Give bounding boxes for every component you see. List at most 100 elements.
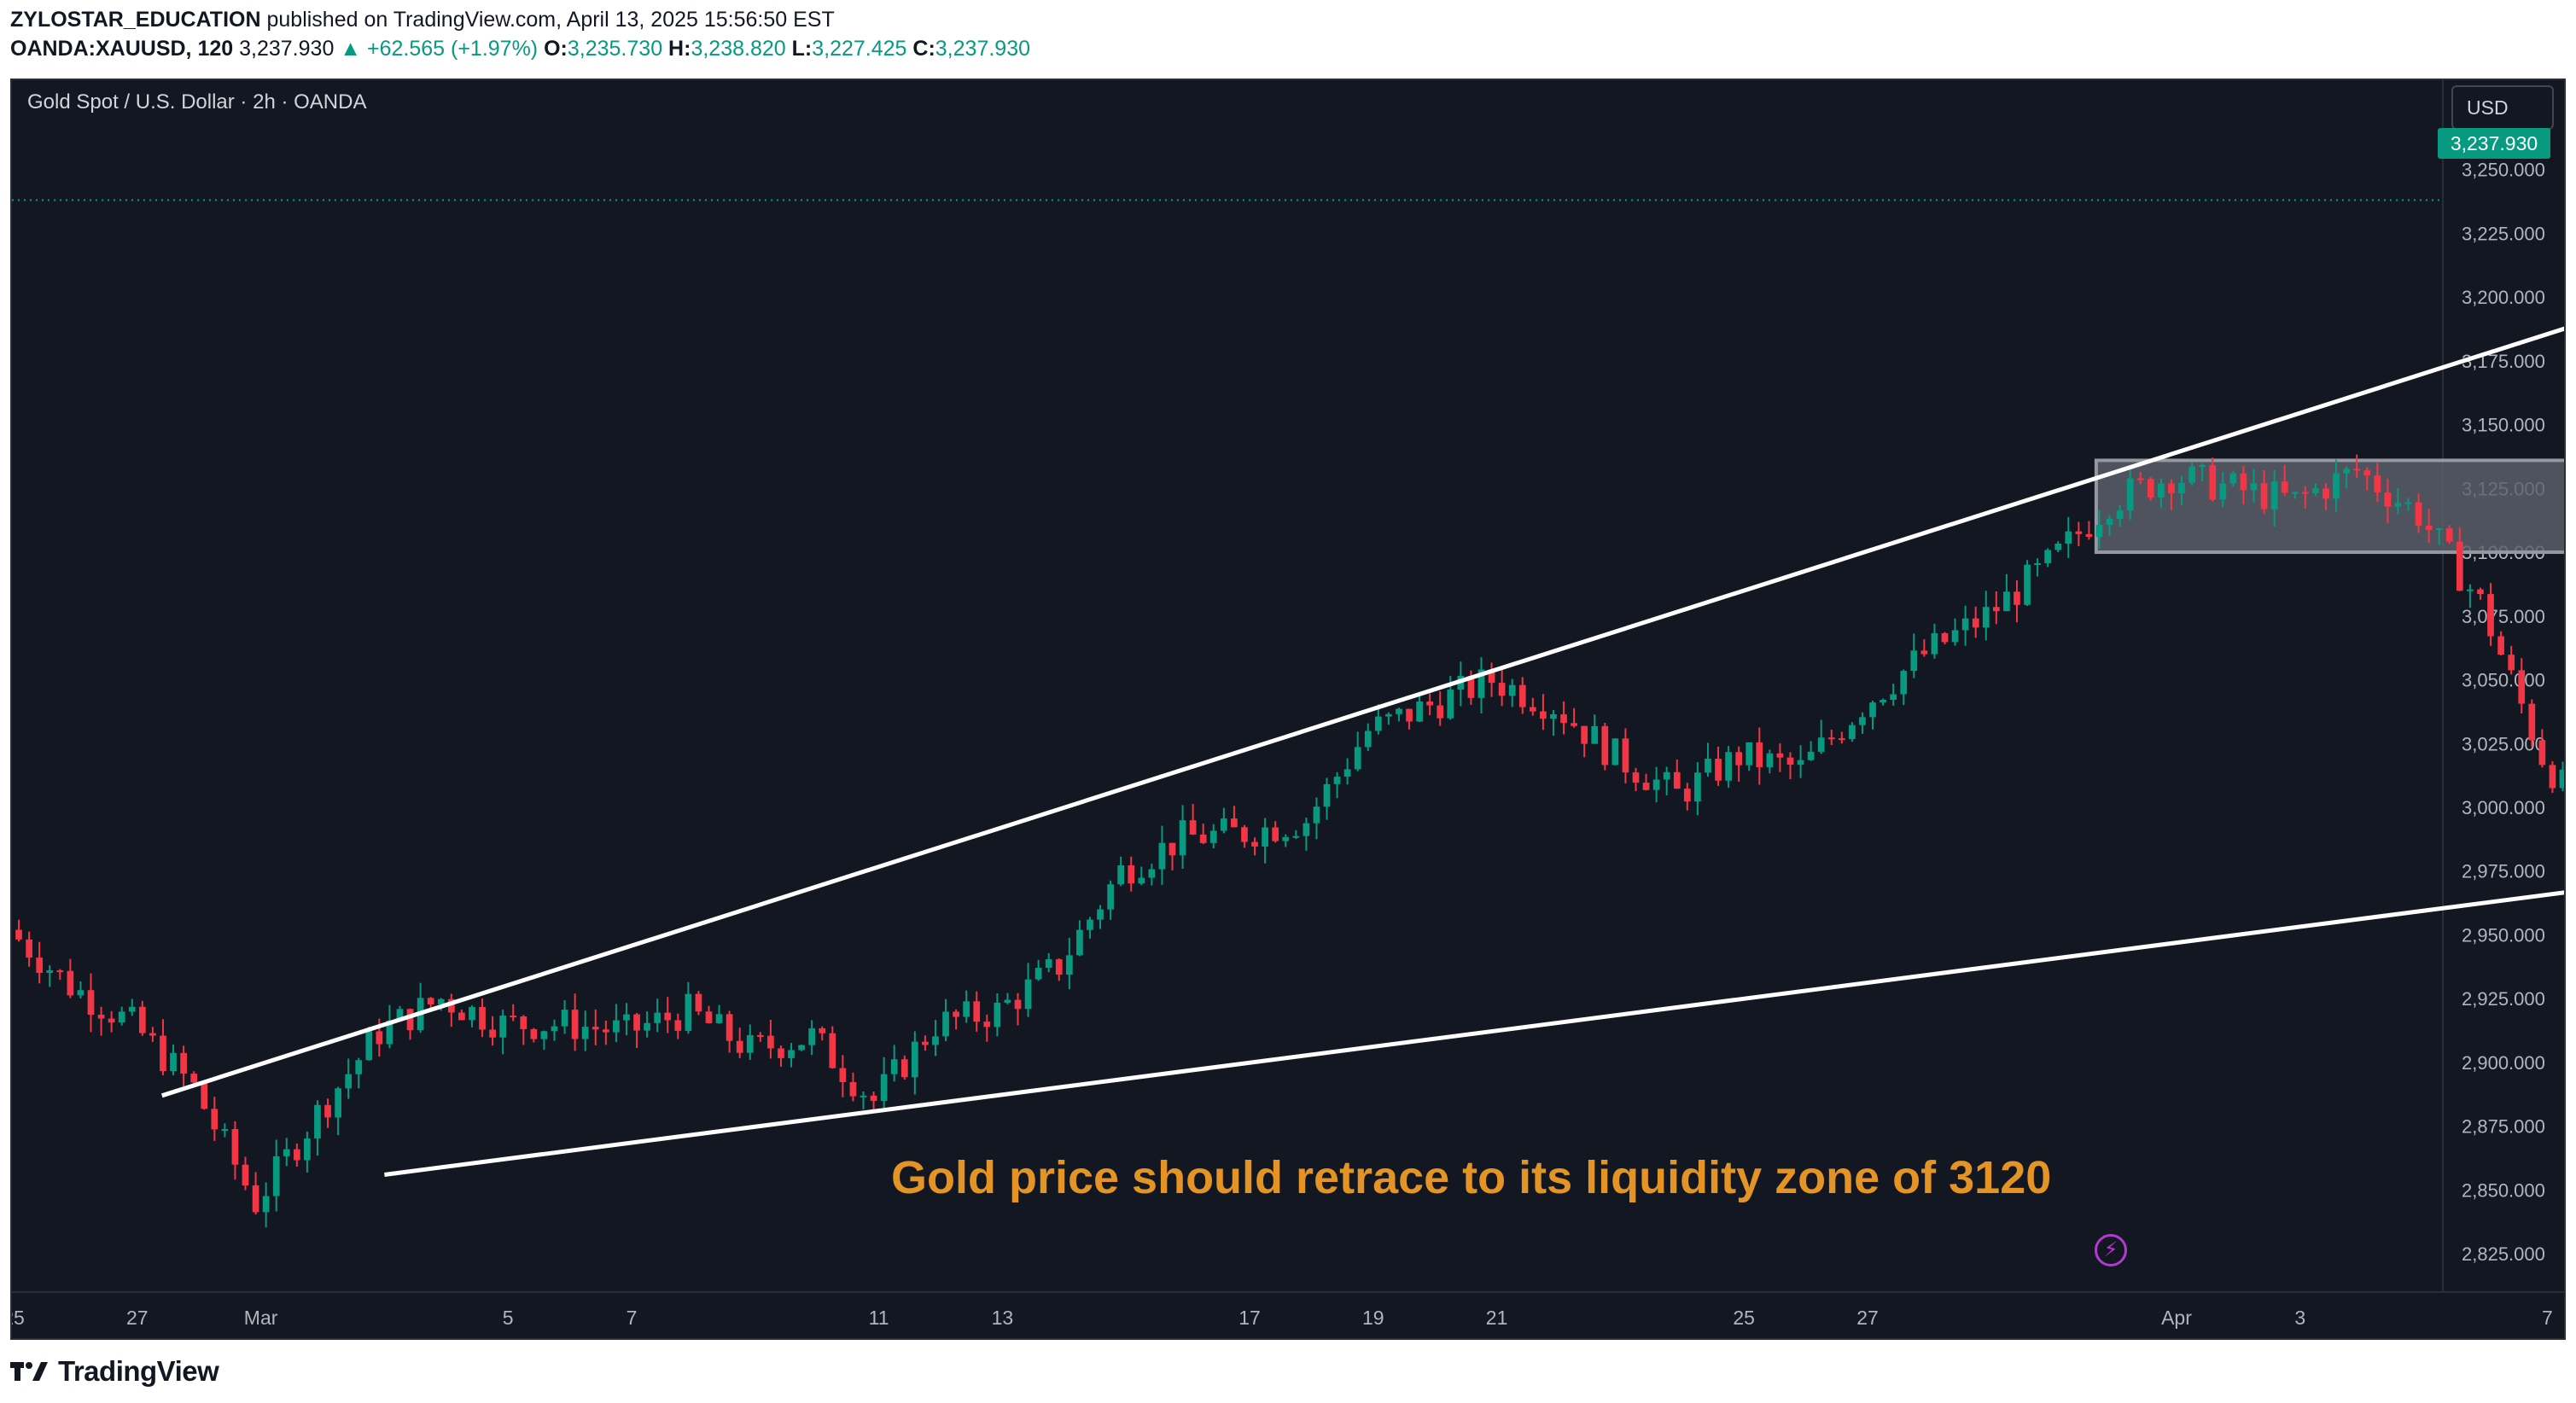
candle-body [1581,725,1588,744]
candle-body [2456,541,2463,591]
candle-body [2445,528,2453,542]
candle-body [2209,465,2217,500]
candle-body [252,1185,259,1213]
publish-info: ZYLOSTAR_EDUCATION published on TradingV… [10,5,2562,34]
candle-body [2281,481,2288,493]
candle-body [26,939,32,958]
candle-body [1663,771,1670,780]
candle-body [942,1011,949,1037]
candle-body [561,1010,568,1027]
candle-body [746,1034,754,1053]
candle-body [1756,742,1763,767]
candle-body [1065,955,1073,975]
price-tick-label: 3,175.000 [2462,351,2545,372]
candle-body [1694,772,1701,802]
currency-button[interactable]: USD [2451,85,2554,130]
candle-body [983,1022,991,1028]
candle-body [2260,483,2268,509]
candle-body [469,1006,475,1021]
time-tick-label: 19 [1362,1307,1384,1329]
candle-body [1024,979,1032,1010]
candle-body [1272,827,1279,841]
author-name[interactable]: ZYLOSTAR_EDUCATION [10,8,261,32]
candle-body [406,1009,414,1031]
price-tick-label: 2,875.000 [2462,1116,2545,1138]
candle-body [2477,589,2484,595]
candle-body [1333,777,1341,784]
candle-body [1241,827,1248,842]
candle-body [304,1138,311,1161]
candle-body [437,998,445,1004]
candle-body [1374,716,1382,731]
lightning-icon[interactable]: ⚡ [2095,1234,2127,1266]
candle-body [1540,711,1547,719]
price-chart[interactable]: 3,250.000 3,225.000 3,200.000 3,175.000 3,15… [12,80,2564,1338]
candle-body [510,1016,517,1018]
candle-body [221,1129,229,1132]
candle-body [1560,713,1567,724]
candle-body [1705,759,1711,773]
price-tick-label: 3,050.000 [2462,670,2545,691]
candle-body [1055,959,1063,975]
candle-body [2178,482,2185,494]
annotation-text: Gold price should retrace to its liquidi… [891,1152,2052,1203]
time-tick-label: 27 [1856,1307,1879,1329]
candle-body [2240,473,2247,491]
candle-body [1262,827,1268,847]
price-tick-label: 2,850.000 [2462,1179,2545,1201]
candle-body [2199,465,2206,468]
candle-body [293,1149,300,1161]
candle-body [613,1020,620,1033]
current-price-tag: 3,237.930 [2438,128,2550,159]
candle-body [2034,563,2041,566]
candle-body [2333,473,2340,499]
candle-body [2126,478,2134,511]
candle-body [829,1033,836,1068]
tradingview-brand[interactable]: TradingView [58,1355,219,1387]
candle-body [170,1052,177,1072]
candle-body [97,1015,105,1019]
upper-trendline [160,326,2564,1098]
candle-body [1437,705,1444,719]
candle-body [870,1095,877,1102]
candle-body [1406,708,1413,722]
candle-body [1343,769,1351,777]
candle-body [324,1104,331,1118]
candle-body [2065,531,2072,544]
price-tick-label: 3,200.000 [2462,287,2545,308]
last-price: 3,237.930 [239,37,335,61]
candle-body [922,1041,929,1045]
candle-body [1354,747,1361,770]
candle-body [231,1129,239,1165]
candle-body [1209,830,1217,843]
candle-body [1817,737,1825,752]
candle-body [56,970,64,973]
candle-body [1673,771,1681,789]
price-tick-label: 2,900.000 [2462,1052,2545,1074]
candle-body [2219,483,2227,500]
candle-body [36,958,44,974]
candle-body [1869,702,1876,718]
candle-body [1189,820,1197,835]
candle-body [1508,684,1516,696]
candle-body [2095,525,2103,538]
candle-body [1128,865,1135,884]
candle-body [1169,842,1176,856]
price-change: ▲ +62.565 (+1.97%) [340,37,539,61]
close-value: 3,237.930 [935,37,1030,61]
candle-body [2075,531,2083,534]
candle-body [736,1040,743,1053]
candle-body [778,1048,784,1058]
candle-body [1117,865,1125,885]
candle-body [932,1036,939,1045]
candle-body [2322,488,2329,499]
candle-body [1231,818,1238,828]
low-value: 3,227.425 [812,37,907,61]
candle-body [705,1011,713,1023]
candle-body [1632,772,1640,783]
liquidity-zone [2094,458,2564,555]
candle-body [1591,725,1599,744]
chart-panel[interactable]: 3,250.000 3,225.000 3,200.000 3,175.000 3,15… [10,79,2566,1340]
candle-body [1797,760,1804,766]
candle-body [1849,725,1856,740]
